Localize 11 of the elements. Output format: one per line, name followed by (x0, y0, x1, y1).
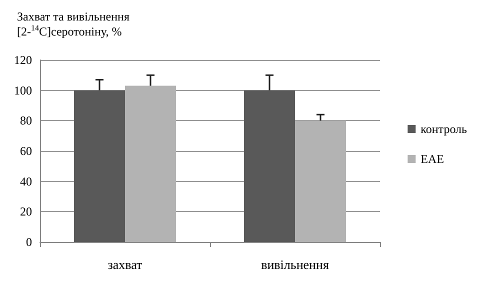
y-tick-label: 120 (14, 53, 32, 67)
y-tick-label: 80 (20, 114, 32, 128)
legend-label: EAE (420, 152, 444, 166)
y-tick-label: 60 (20, 144, 32, 158)
x-tick-label: вивільнення (261, 257, 329, 272)
y-tick-label: 40 (20, 174, 32, 188)
y-tick-label: 20 (20, 204, 32, 219)
y-tick-label: 100 (14, 83, 32, 98)
y-tick-label: 0 (26, 235, 32, 249)
x-tick-label: захват (108, 257, 143, 272)
legend-label: контроль (420, 122, 468, 136)
